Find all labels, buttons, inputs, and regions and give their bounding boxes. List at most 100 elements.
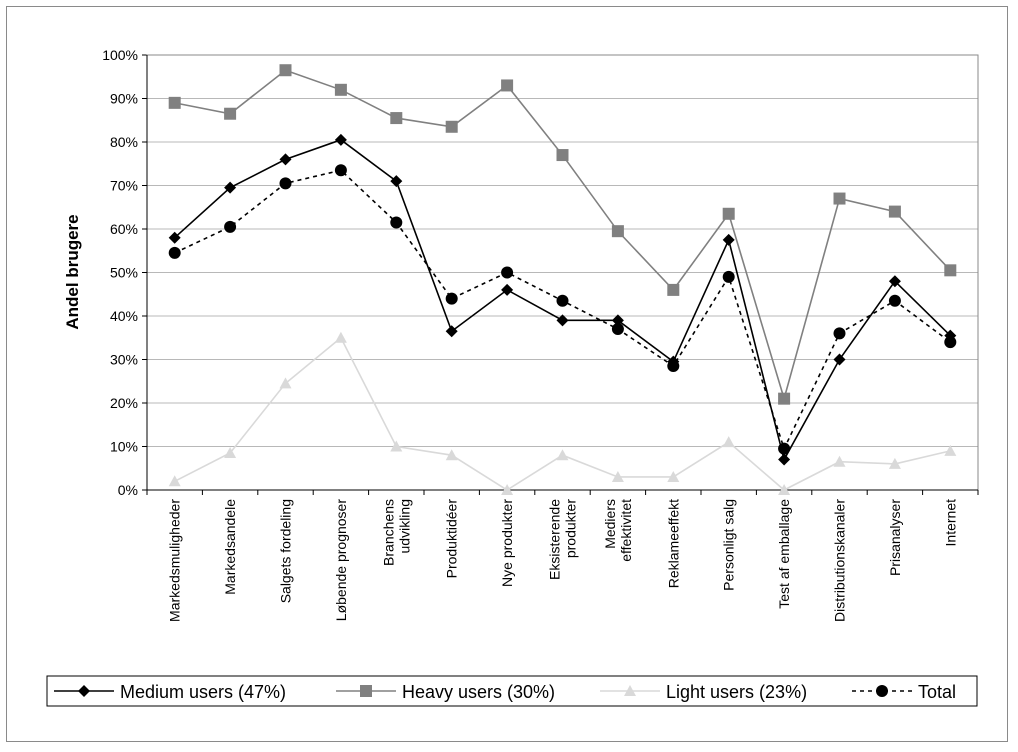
data-point xyxy=(168,231,181,244)
x-tick-label-line: Distributionskanaler xyxy=(832,499,848,622)
legend-marker xyxy=(360,685,372,697)
x-tick-label-group: Internet xyxy=(942,499,958,547)
data-point xyxy=(445,120,458,133)
x-tick-label-line: Prisanalyser xyxy=(887,499,903,576)
x-tick-label-line: Eksisterende xyxy=(547,499,563,580)
x-tick-label-group: Personligt salg xyxy=(721,499,737,591)
legend: Medium users (47%) Heavy users (30%) Light… xyxy=(46,675,978,707)
legend-label: Heavy users (30%) xyxy=(402,682,555,702)
data-point xyxy=(778,442,791,455)
data-point xyxy=(556,314,569,327)
data-point xyxy=(778,484,791,495)
series-line xyxy=(174,336,951,491)
data-point xyxy=(833,192,846,205)
data-point xyxy=(556,149,569,162)
x-tick-label-group: Nye produkter xyxy=(499,499,515,587)
data-point xyxy=(501,266,514,279)
data-point xyxy=(888,275,901,288)
x-tick-label: Løbende prognoser xyxy=(333,499,349,622)
data-point xyxy=(390,112,403,125)
data-point xyxy=(833,327,846,340)
data-point xyxy=(168,246,181,259)
x-tick-label-line: Internet xyxy=(942,499,958,547)
data-point xyxy=(944,444,957,456)
x-tick-label: Prisanalyser xyxy=(887,499,903,576)
x-tick-label: Test af emballage xyxy=(776,499,792,609)
data-point xyxy=(168,475,181,487)
series-total xyxy=(168,164,957,455)
series-group xyxy=(168,64,957,495)
data-point xyxy=(722,233,735,246)
x-tick-labels: Markedsmuligheder Markedsandele Salgets fo… xyxy=(167,499,959,622)
data-point xyxy=(168,96,181,109)
y-tick-label: 80% xyxy=(110,134,138,150)
data-point xyxy=(888,294,901,307)
data-point xyxy=(944,264,957,277)
data-point xyxy=(888,457,901,469)
data-point xyxy=(888,205,901,218)
x-tick-label-group: Reklameeffekt xyxy=(665,499,681,588)
data-point xyxy=(501,283,514,296)
legend-item: Light users (23%) xyxy=(600,682,807,702)
x-tick-label-group: Markedsmuligheder xyxy=(167,499,183,622)
data-point xyxy=(778,392,791,405)
data-point xyxy=(501,79,514,92)
x-tick-label-line: Test af emballage xyxy=(776,499,792,609)
data-point xyxy=(390,175,403,188)
y-tick-label: 70% xyxy=(110,178,138,194)
x-tick-label: Distributionskanaler xyxy=(832,499,848,622)
legend-item: Heavy users (30%) xyxy=(336,682,555,702)
series-heavy-users xyxy=(168,64,957,405)
data-point xyxy=(611,323,624,336)
data-point xyxy=(224,181,237,194)
x-tick-label-line: Løbende prognoser xyxy=(333,499,349,622)
data-point xyxy=(611,225,624,238)
x-tick-label-line: Salgets fordeling xyxy=(278,499,294,603)
x-tick-label-line: Mediers xyxy=(602,499,618,549)
legend-marker xyxy=(624,685,636,696)
y-tick-label: 100% xyxy=(102,47,138,63)
y-tick-label: 50% xyxy=(110,265,138,281)
series-line xyxy=(174,69,951,402)
y-tick-label: 60% xyxy=(110,221,138,237)
data-point xyxy=(944,336,957,349)
data-point xyxy=(722,436,735,448)
data-point xyxy=(334,331,347,343)
data-point xyxy=(279,177,292,190)
x-tick-label: Personligt salg xyxy=(721,499,737,591)
x-tick-label: Markedsandele xyxy=(222,499,238,595)
x-tick-label-line: Markedsandele xyxy=(222,499,238,595)
x-tick-label-line: udvikling xyxy=(396,499,412,553)
x-tick-label-group: Prisanalyser xyxy=(887,499,903,576)
x-tick-label: Internet xyxy=(942,499,958,547)
x-tick-label: Medierseffektivitet xyxy=(602,499,634,562)
data-point xyxy=(833,455,846,467)
x-tick-label-group: Løbende prognoser xyxy=(333,499,349,622)
legend-item: Total xyxy=(852,682,956,702)
y-tick-label: 40% xyxy=(110,308,138,324)
data-point xyxy=(224,220,237,233)
data-point xyxy=(279,153,292,166)
data-point xyxy=(722,207,735,220)
x-tick-label-group: Distributionskanaler xyxy=(832,499,848,622)
y-tick-label: 0% xyxy=(118,482,138,498)
x-tick-label-group: Test af emballage xyxy=(776,499,792,609)
data-point xyxy=(334,133,347,146)
x-tick-label-line: Reklameeffekt xyxy=(665,499,681,588)
x-tick-label: Nye produkter xyxy=(499,499,515,587)
data-point xyxy=(445,325,458,338)
x-tick-label: Branchensudvikling xyxy=(380,499,412,566)
series-light-users xyxy=(168,331,957,495)
legend-item: Medium users (47%) xyxy=(54,682,286,702)
data-point xyxy=(501,484,514,495)
x-tick-label-line: Produktidéer xyxy=(444,499,460,579)
x-tick-label-line: Personligt salg xyxy=(721,499,737,591)
legend-marker xyxy=(78,685,90,697)
data-point xyxy=(611,470,624,482)
series-line xyxy=(174,169,951,451)
x-tick-label-line: Markedsmuligheder xyxy=(167,499,183,622)
data-point xyxy=(334,164,347,177)
legend-label: Medium users (47%) xyxy=(120,682,286,702)
y-tick-labels: 0% 10% 20% 30% 40% 50% 60% 70% 80% 90% 100% xyxy=(102,47,138,498)
